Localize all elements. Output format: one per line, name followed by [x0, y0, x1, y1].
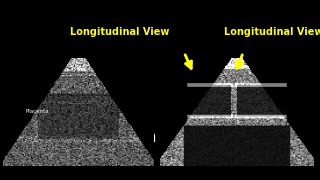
Text: Longitudinal View: Longitudinal View [70, 27, 169, 37]
Text: - Hyperechoic rim: - Hyperechoic rim [169, 146, 225, 151]
Text: Infarcts: Infarcts [185, 121, 262, 139]
Text: Normal
Placenta: Normal Placenta [70, 107, 157, 146]
Text: Placenta: Placenta [26, 109, 50, 114]
Text: - Hypoechoic areas in placenta: - Hypoechoic areas in placenta [169, 142, 267, 147]
Text: Longitudinal View: Longitudinal View [224, 27, 320, 37]
